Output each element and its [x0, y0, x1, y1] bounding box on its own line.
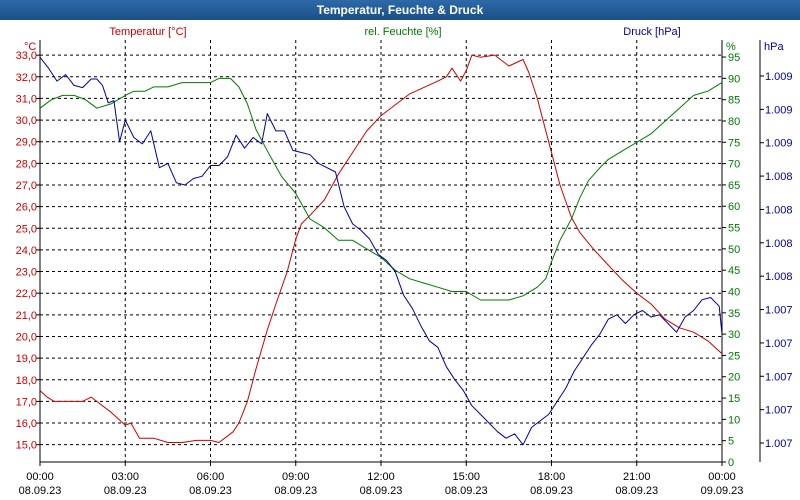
humidity-tick-label: 35 [728, 308, 740, 320]
humidity-tick-label: 10 [728, 414, 740, 426]
humidity-tick-label: 95 [728, 52, 740, 64]
humidity-tick-label: 45 [728, 265, 740, 277]
humidity-tick-label: 65 [728, 180, 740, 192]
temperature-tick-label: 22,0 [16, 288, 37, 300]
x-tick-time: 03:00 [111, 471, 139, 483]
x-tick-date: 08.09.23 [530, 485, 573, 497]
temperature-tick-label: 27,0 [16, 180, 37, 192]
gridlines [40, 40, 722, 462]
humidity-tick-label: 40 [728, 286, 740, 298]
x-tick-date: 08.09.23 [189, 485, 232, 497]
humidity-tick-label: 25 [728, 350, 740, 362]
legend-temperature: Temperatur [°C] [109, 26, 186, 38]
temperature-tick-label: 15,0 [16, 440, 37, 452]
pressure-tick-label: 1.007 [765, 305, 793, 317]
x-tick-date: 09.09.23 [701, 485, 744, 497]
x-tick-time: 00:00 [26, 471, 54, 483]
x-tick-time: 15:00 [452, 471, 480, 483]
x-tick-date: 08.09.23 [19, 485, 62, 497]
x-tick-time: 21:00 [623, 471, 651, 483]
x-tick-time: 18:00 [538, 471, 566, 483]
pressure-tick-label: 1.007 [765, 371, 793, 383]
temperature-tick-label: 23,0 [16, 267, 37, 279]
temperature-tick-label: 33,0 [16, 50, 37, 62]
x-tick-date: 08.09.23 [615, 485, 658, 497]
temperature-tick-label: 20,0 [16, 331, 37, 343]
pressure-tick-label: 1.007 [765, 338, 793, 350]
temperature-tick-label: 18,0 [16, 375, 37, 387]
humidity-tick-label: 15 [728, 393, 740, 405]
humidity-tick-label: 20 [728, 372, 740, 384]
humidity-tick-label: 70 [728, 159, 740, 171]
temperature-tick-label: 32,0 [16, 72, 37, 84]
pressure-tick-label: 1.007 [765, 438, 793, 450]
temperature-tick-label: 28,0 [16, 158, 37, 170]
humidity-tick-label: 55 [728, 223, 740, 235]
x-tick-date: 08.09.23 [360, 485, 403, 497]
x-tick-date: 08.09.23 [445, 485, 488, 497]
pressure-tick-label: 1.008 [765, 238, 793, 250]
temperature-line [39, 54, 723, 443]
pressure-tick-label: 1.009 [765, 138, 793, 150]
temperature-tick-label: 29,0 [16, 137, 37, 149]
series-lines [39, 54, 723, 446]
temperature-tick-label: 25,0 [16, 223, 37, 235]
humidity-tick-label: 90 [728, 73, 740, 85]
pressure-tick-label: 1.009 [765, 71, 793, 83]
x-tick-time: 12:00 [367, 471, 395, 483]
temperature-tick-label: 24,0 [16, 245, 37, 257]
humidity-tick-label: 30 [728, 329, 740, 341]
humidity-tick-label: 60 [728, 201, 740, 213]
humidity-unit: % [726, 41, 736, 53]
pressure-tick-label: 1.009 [765, 104, 793, 116]
temperature-tick-label: 17,0 [16, 396, 37, 408]
temperature-tick-label: 26,0 [16, 202, 37, 214]
humidity-tick-label: 50 [728, 244, 740, 256]
temperature-tick-label: 31,0 [16, 93, 37, 105]
tick-labels: 00:00 08.09.23 03:00 08.09.23 06:00 08.09.23 0… [16, 50, 793, 497]
pressure-line [39, 56, 723, 446]
x-tick-time: 09:00 [282, 471, 310, 483]
humidity-tick-label: 5 [728, 436, 734, 448]
humidity-line [39, 77, 723, 301]
chart-title: Temperatur, Feuchte & Druck [0, 0, 800, 20]
humidity-tick-label: 85 [728, 95, 740, 107]
humidity-tick-label: 80 [728, 116, 740, 128]
temperature-tick-label: 16,0 [16, 418, 37, 430]
temperature-tick-label: 30,0 [16, 115, 37, 127]
x-tick-date: 08.09.23 [274, 485, 317, 497]
legend-humidity: rel. Feuchte [%] [364, 26, 441, 38]
legend-pressure: Druck [hPa] [623, 26, 680, 38]
pressure-tick-label: 1.007 [765, 405, 793, 417]
pressure-unit: hPa [764, 41, 784, 53]
temperature-unit: °C [24, 41, 36, 53]
temperature-tick-label: 21,0 [16, 310, 37, 322]
humidity-tick-label: 0 [728, 457, 734, 469]
pressure-tick-label: 1.008 [765, 171, 793, 183]
x-tick-time: 06:00 [197, 471, 225, 483]
pressure-tick-label: 1.008 [765, 271, 793, 283]
x-tick-date: 08.09.23 [104, 485, 147, 497]
temperature-tick-label: 19,0 [16, 353, 37, 365]
humidity-tick-label: 75 [728, 137, 740, 149]
pressure-tick-label: 1.008 [765, 204, 793, 216]
x-tick-time: 00:00 [708, 471, 736, 483]
